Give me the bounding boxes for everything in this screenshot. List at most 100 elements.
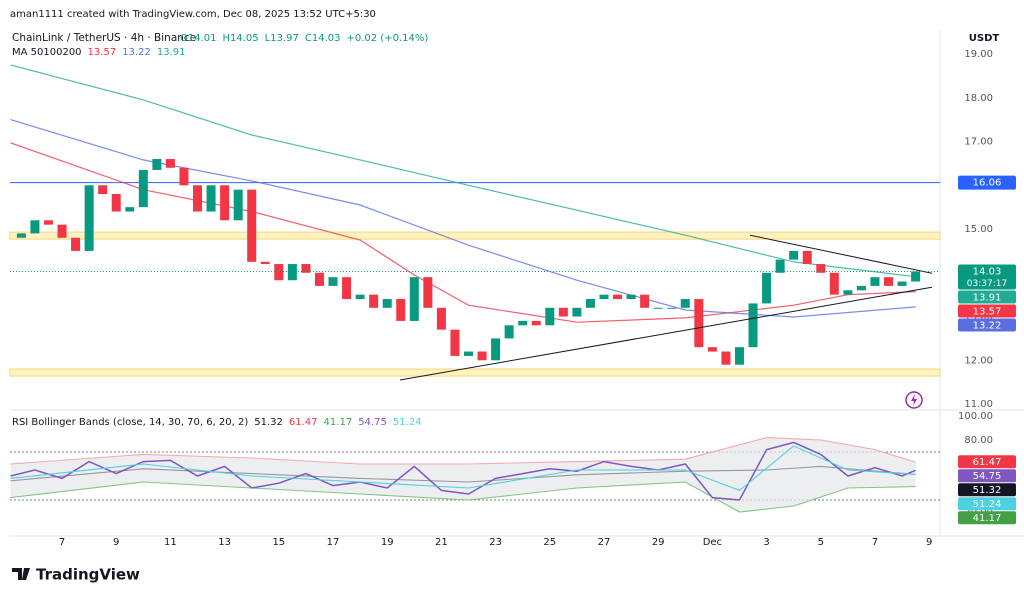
indicator-line [10, 445, 916, 492]
candle [274, 264, 284, 281]
y-tick-label: 18.00 [964, 93, 993, 104]
x-tick-label: 29 [652, 537, 665, 548]
candle [518, 320, 528, 326]
price-label: 16.06 [973, 178, 1002, 189]
attribution: aman1111 created with TradingView.com, D… [10, 9, 376, 20]
candle [436, 307, 446, 330]
candle [111, 194, 121, 212]
y-tick-label: 11.00 [964, 399, 993, 410]
candle [396, 299, 406, 321]
candle [653, 307, 663, 309]
x-tick-label: 13 [218, 537, 231, 548]
candle [84, 185, 94, 251]
countdown: 03:37:17 [967, 279, 1007, 289]
x-tick-label: 11 [164, 537, 177, 548]
price-label: 54.75 [973, 471, 1002, 482]
x-tick-label: 23 [489, 537, 502, 548]
indicator-value: 41.17 [324, 417, 353, 428]
candle [57, 224, 67, 238]
candle [165, 159, 175, 168]
ohlc-value: C14.03 [305, 33, 341, 44]
ohlc-value: H14.05 [223, 33, 259, 44]
brand-name: TradingView [36, 566, 140, 584]
x-tick-label: 17 [327, 537, 340, 548]
y-tick-label: 17.00 [964, 137, 993, 148]
ma-legend-value: 13.57 [88, 47, 117, 58]
indicator-title: RSI Bollinger Bands (close, 14, 30, 70, … [12, 417, 248, 428]
brand-logo [12, 568, 30, 580]
price-label-box [958, 175, 1016, 190]
alert-bolt [911, 394, 917, 406]
candle [477, 351, 487, 361]
indicator-value: 54.75 [358, 417, 387, 428]
candle [463, 351, 473, 356]
candle [531, 320, 541, 326]
candle [193, 185, 203, 212]
x-tick-label: 3 [763, 537, 769, 548]
price-label-box [958, 264, 1016, 290]
candle [355, 294, 365, 300]
candle [640, 294, 650, 308]
candle [734, 347, 744, 365]
y-tick-label: 19.00 [964, 49, 993, 60]
price-label-box [958, 469, 1016, 483]
candle [138, 169, 148, 208]
candle [585, 299, 595, 308]
x-tick-label: 25 [543, 537, 556, 548]
indicator-line [10, 465, 916, 483]
x-tick-label: 19 [381, 537, 394, 548]
candle [694, 299, 704, 348]
candle [287, 264, 297, 281]
candle [626, 294, 636, 300]
indicator-line [10, 437, 916, 465]
ohlc-value: O14.01 [180, 33, 217, 44]
candle [247, 189, 257, 262]
candle [558, 307, 568, 317]
candle [572, 307, 582, 317]
candle [721, 351, 731, 365]
moving-average [10, 142, 916, 323]
candle [220, 185, 230, 221]
candle [870, 277, 880, 286]
candle [125, 207, 135, 212]
candle [545, 307, 555, 326]
price-label: 13.91 [973, 292, 1002, 303]
price-label: 13.22 [973, 320, 1002, 331]
candle [599, 294, 609, 300]
x-tick-label: 21 [435, 537, 448, 548]
candle [897, 281, 907, 286]
y-tick-label: 80.00 [964, 435, 993, 446]
indicator-value: 51.24 [393, 417, 422, 428]
currency: USDT [969, 33, 1000, 44]
candle [314, 272, 324, 286]
price-label-box [958, 455, 1016, 469]
x-tick-label: 5 [818, 537, 824, 548]
price-label-box [958, 304, 1016, 318]
price-label: 51.32 [973, 485, 1002, 496]
candle [680, 299, 690, 308]
indicator-value: 51.32 [254, 417, 283, 428]
trendline [399, 286, 932, 381]
candle [260, 261, 270, 265]
x-tick-label: 15 [272, 537, 285, 548]
candle [233, 189, 243, 221]
price-label: 51.24 [973, 499, 1002, 510]
candle [98, 185, 108, 195]
symbol-title: ChainLink / TetherUS · 4h · Binance [12, 32, 196, 44]
price-label-box [958, 318, 1016, 332]
zone [9, 231, 941, 240]
candle [884, 277, 894, 286]
candle [816, 264, 826, 273]
candle [423, 277, 433, 308]
candle [802, 250, 812, 265]
zone [9, 368, 941, 377]
alert-icon[interactable] [905, 391, 923, 409]
x-tick-label: 9 [113, 537, 119, 548]
candle [613, 294, 623, 300]
candle [450, 329, 460, 356]
candle [43, 220, 53, 225]
ma-legend-value: 13.22 [122, 47, 151, 58]
moving-average [10, 119, 916, 318]
band-fill [10, 437, 916, 512]
